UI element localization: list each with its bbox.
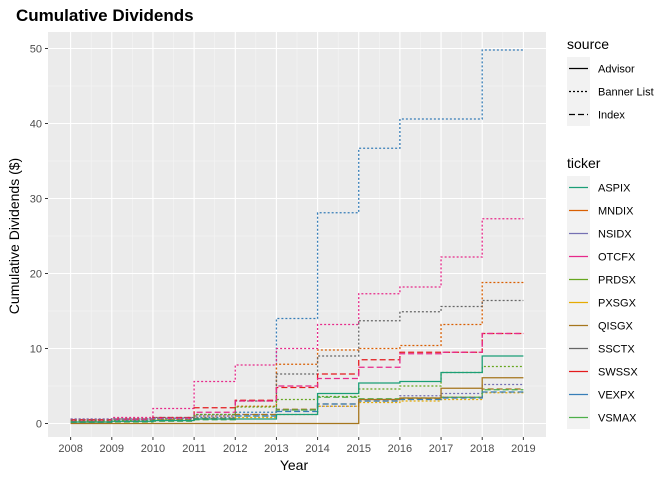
x-tick-label: 2015 [346,443,370,455]
legend-label: Index [598,110,625,122]
x-tick-label: 2017 [429,443,453,455]
series-line-otcfx-index [70,332,524,422]
legend-label: OTCFX [598,252,636,264]
y-tick-label: 20 [30,269,42,281]
x-tick-label: 2019 [511,443,535,455]
y-tick-label: 30 [30,194,42,206]
x-axis-title: Year [280,457,309,473]
legend-label: VSMAX [598,413,637,425]
x-tick-label: 2018 [470,443,494,455]
legend-title: source [567,36,609,52]
legend-label: PXSGX [598,298,637,310]
series-line-qisgx-advisor [70,377,524,425]
chart-title: Cumulative Dividends [16,6,194,25]
series-line-nsidx-banner-list [70,383,524,420]
y-tick-label: 40 [30,119,42,131]
series-line-mndix-banner-list [70,281,524,421]
legend-title: ticker [567,155,601,171]
series-line-otcfx-banner-list [70,218,524,420]
series-line-vexpx-banner-list [70,49,524,421]
legend-label: QISGX [598,321,634,333]
x-tick-label: 2013 [264,443,288,455]
x-tick-label: 2014 [305,443,329,455]
y-tick-label: 0 [36,419,42,431]
series-line-aspix-advisor [70,355,524,423]
y-axis-title: Cumulative Dividends ($) [6,158,22,314]
legend-label: NSIDX [598,229,632,241]
legend: source Advisor Banner List Index ticker ASPIX… [567,36,654,429]
legend-label: MNDIX [598,206,634,218]
legend-label: PRDSX [598,275,637,287]
legend-label: ASPIX [598,183,631,195]
y-tick-label: 10 [30,344,42,356]
x-tick-label: 2010 [141,443,165,455]
x-tick-label: 2012 [223,443,247,455]
legend-label: VEXPX [598,390,635,402]
y-tick-label: 50 [30,44,42,56]
legend-label: Advisor [598,64,635,76]
legend-label: SWSSX [598,367,638,379]
x-tick-label: 2011 [182,443,206,455]
plot-area: 0 10 20 30 40 50 2008 2009 2010 2011 2012 2013 2014 2… [30,32,546,455]
x-tick-label: 2008 [58,443,82,455]
x-tick-label: 2016 [388,443,412,455]
x-tick-label: 2009 [100,443,124,455]
legend-label: Banner List [598,87,654,99]
legend-label: SSCTX [598,344,635,356]
series-group [70,49,524,425]
